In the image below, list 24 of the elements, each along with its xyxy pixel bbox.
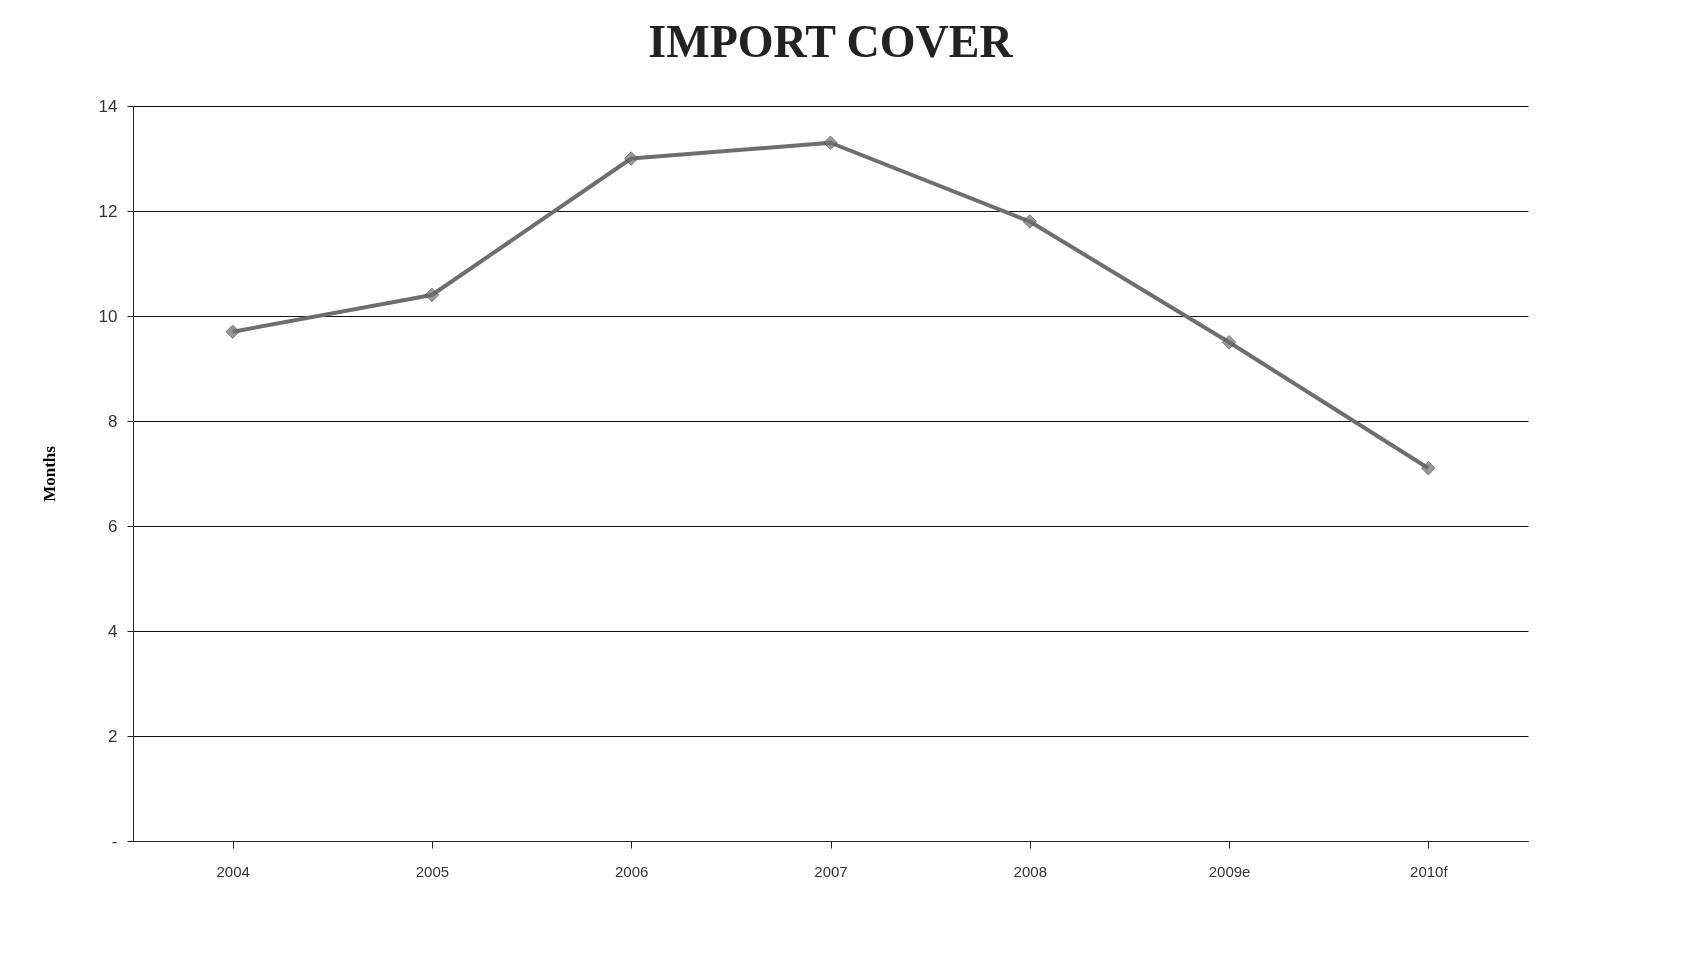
x-tick-label: 2010f [1410,862,1449,880]
y-axis-title: Months [39,445,59,502]
point [225,324,240,339]
point [1421,461,1436,476]
y-tick-label: - [111,831,118,851]
y-tick-label: 6 [108,516,118,536]
y-tick-label: 4 [108,621,118,641]
x-tick-label: 2005 [415,862,450,880]
y-tick-label: 10 [98,306,118,326]
point [624,151,639,166]
point [1022,214,1037,229]
y-tick-label: 2 [108,726,118,746]
point [1221,335,1237,350]
point [424,287,440,303]
x-tick-label: 2006 [615,862,649,880]
x-tick-label: 2007 [814,862,848,880]
x-tick-label: 2008 [1013,862,1047,880]
y-tick-label: 12 [98,201,118,221]
x-tick-label: 2004 [216,862,250,880]
y-tick-label: 14 [98,96,118,116]
x-tick-label: 2009e [1208,862,1251,880]
point [823,135,838,150]
y-tick-label: 8 [108,411,118,431]
chart-title: IMPORT COVER [648,16,1014,67]
